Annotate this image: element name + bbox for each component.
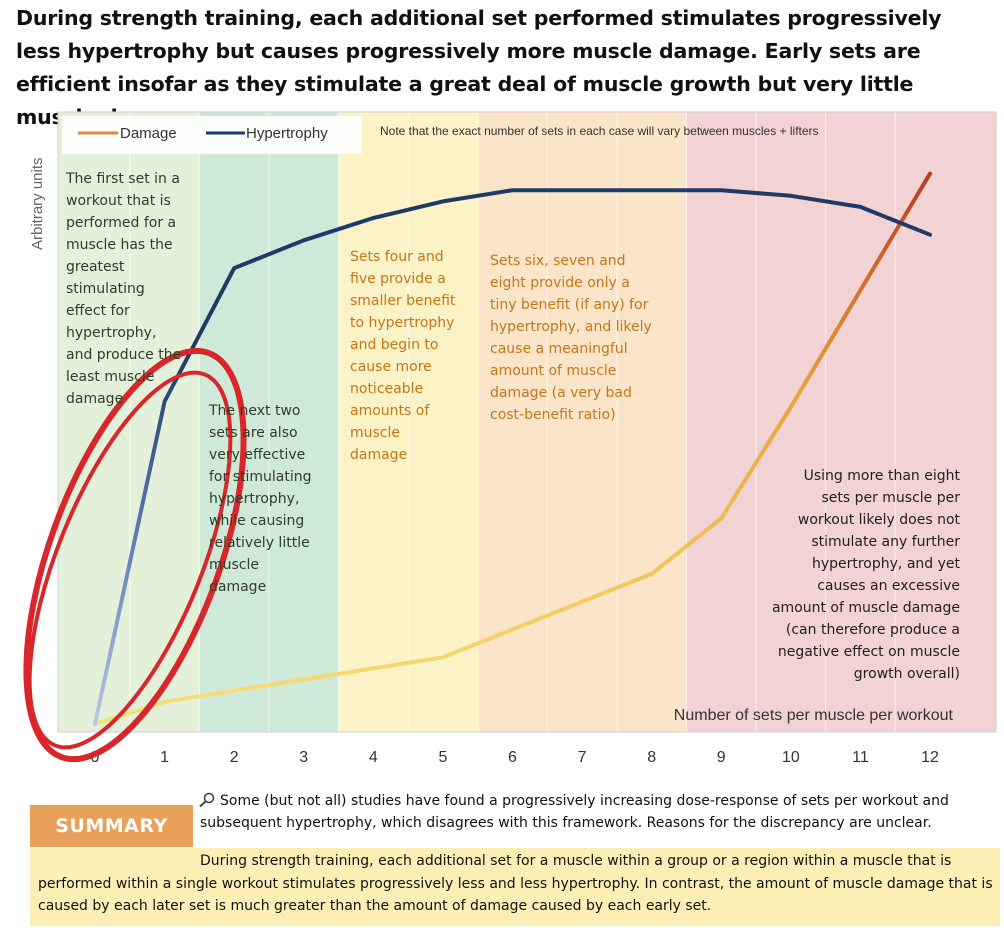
x-tick-label: 2: [230, 749, 239, 766]
legend-damage-label: Damage: [120, 125, 177, 142]
damage-line: [93, 171, 932, 726]
note-text: Note that the exact number of sets in ea…: [380, 124, 819, 138]
summary-text: During strength training, each additiona…: [38, 853, 993, 914]
study-note-text: Some (but not all) studies have found a …: [200, 793, 949, 831]
x-tick-label: 3: [299, 749, 308, 766]
x-tick-label: 1: [160, 749, 169, 766]
chart: 0 1 2 3 4 5 6 7 8 9 10 11 12 Damage Hypertrophy Arbi…: [23, 111, 997, 766]
summary-panel: During strength training, each additiona…: [30, 848, 1000, 926]
annotation-sets-four-five: Sets four and five provide a smaller ben…: [350, 249, 456, 463]
zone-5: [686, 112, 996, 732]
legend: Damage Hypertrophy: [78, 125, 328, 142]
highlight-circle: [23, 347, 247, 763]
magnifier-icon: [199, 792, 215, 808]
annotation-sets-six-eight: Sets six, seven and eight provide only a…: [490, 253, 652, 423]
x-tick-label: 11: [852, 749, 869, 766]
highlight-circle-outer: [23, 347, 247, 763]
hypertrophy-line: [93, 188, 932, 726]
annotation-next-two-sets: The next two sets are also very effectiv…: [209, 403, 312, 595]
y-axis-label: Arbitrary units: [29, 157, 46, 250]
zone-1: [129, 112, 200, 732]
study-note: Some (but not all) studies have found a …: [200, 790, 1000, 834]
highlight-circle-inner: [27, 370, 233, 750]
summary-section: Some (but not all) studies have found a …: [0, 790, 1004, 928]
annotation-over-eight-sets: Using more than eight sets per muscle pe…: [771, 468, 960, 682]
x-tick-label: 7: [578, 749, 587, 766]
summary-label: SUMMARY: [30, 805, 193, 847]
annotation-first-set: The first set in a workout that is perfo…: [66, 171, 182, 407]
x-tick-label: 12: [921, 749, 939, 766]
x-tick-label: 5: [438, 749, 447, 766]
x-tick-label: 4: [369, 749, 378, 766]
x-axis-label: Number of sets per muscle per workout: [674, 707, 954, 724]
zone-0: [58, 112, 130, 732]
x-tick-label: 9: [717, 749, 726, 766]
legend-hypertrophy-label: Hypertrophy: [246, 125, 328, 142]
legend-box: [62, 116, 362, 154]
plot-frame: [57, 111, 997, 733]
x-tick-label: 10: [782, 749, 800, 766]
x-tick-label: 0: [91, 749, 100, 766]
x-tick-label: 6: [508, 749, 517, 766]
x-tick-label: 8: [647, 749, 656, 766]
headline: During strength training, each additiona…: [16, 6, 942, 129]
